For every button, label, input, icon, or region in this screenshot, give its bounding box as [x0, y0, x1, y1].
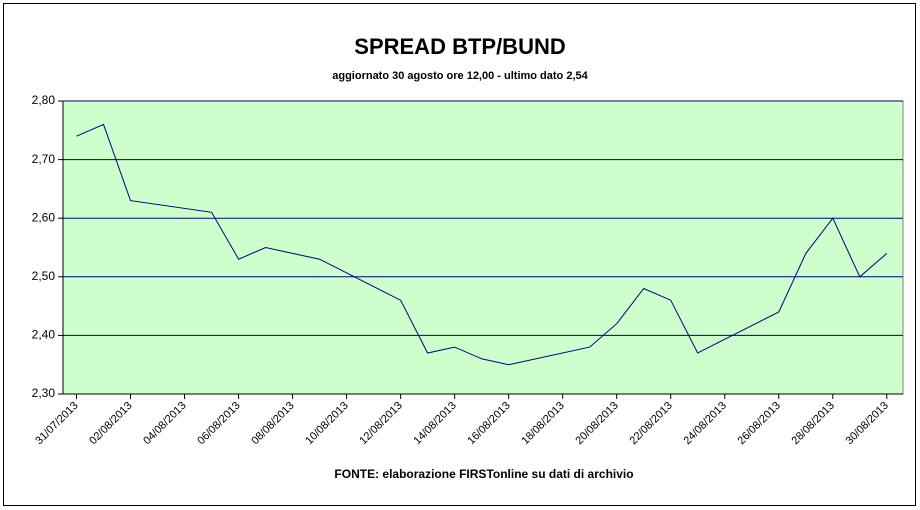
source-note: FONTE: elaborazione FIRSTonline su dati … — [334, 467, 633, 481]
y-tick-label: 2,60 — [32, 210, 56, 224]
chart-subtitle: aggiornato 30 agosto ore 12,00 - ultimo … — [332, 70, 588, 82]
y-tick-label: 2,50 — [32, 269, 56, 283]
y-tick-label: 2,70 — [32, 152, 56, 166]
y-tick-label: 2,80 — [32, 93, 56, 107]
chart-title: SPREAD BTP/BUND — [354, 34, 565, 59]
plot-area — [62, 100, 904, 395]
y-tick-label: 2,40 — [32, 328, 56, 342]
y-tick-label: 2,30 — [32, 386, 56, 400]
data-line — [76, 123, 888, 366]
